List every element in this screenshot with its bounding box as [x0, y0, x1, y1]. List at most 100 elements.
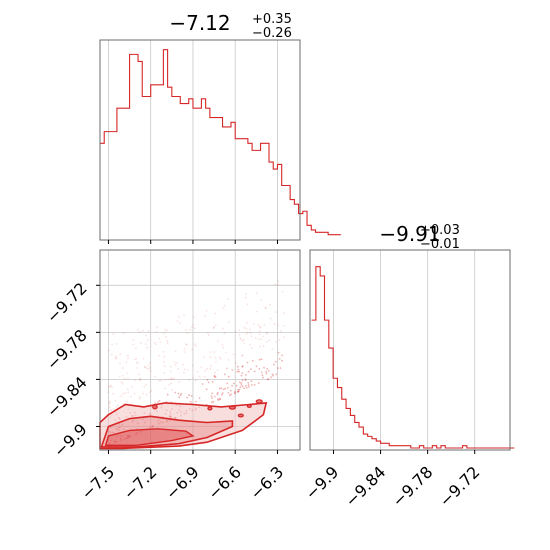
joint-scatter-point — [179, 322, 182, 325]
joint-scatter-point — [164, 387, 167, 390]
joint-scatter-point — [221, 392, 224, 394]
joint-scatter-point — [149, 361, 151, 364]
joint-scatter-point — [174, 364, 177, 366]
joint-contour-outer — [99, 401, 268, 450]
joint-contour-island — [246, 404, 252, 409]
joint-scatter-point — [227, 321, 230, 323]
joint-scatter-point — [239, 338, 242, 340]
joint-scatter-point — [277, 367, 279, 369]
joint-scatter-point — [249, 332, 252, 334]
joint-scatter-point — [211, 380, 214, 383]
joint-scatter-point — [281, 290, 284, 293]
joint-scatter-point — [244, 296, 247, 299]
joint-scatter-point — [263, 366, 265, 369]
joint-scatter-point — [274, 311, 277, 313]
joint-frame — [99, 249, 301, 451]
joint-scatter-point — [176, 362, 178, 364]
joint-scatter-point — [234, 392, 237, 394]
joint-scatter-point — [115, 343, 118, 345]
joint-scatter-point — [192, 324, 195, 326]
joint-scatter-point — [277, 351, 280, 354]
joint-scatter-point — [126, 388, 129, 391]
joint-scatter-point — [220, 358, 222, 360]
marginal-x-title-value: −7.12 — [169, 11, 230, 35]
joint-contour-island — [228, 405, 236, 410]
joint-scatter-point — [139, 342, 142, 345]
joint-scatter-point — [246, 322, 249, 324]
joint-scatter-point — [110, 353, 113, 356]
joint-scatter-point — [269, 303, 271, 306]
joint-scatter-point — [242, 338, 245, 341]
joint-scatter-point — [251, 359, 254, 362]
joint-scatter-point — [176, 320, 179, 322]
joint-scatter-point — [168, 383, 171, 386]
joint-scatter-point — [237, 368, 240, 371]
joint-scatter-point — [232, 382, 235, 385]
joint-scatter-point — [274, 283, 277, 286]
joint-scatter-point — [275, 341, 278, 343]
joint-scatter-point — [153, 341, 156, 344]
joint-scatter-point — [189, 328, 192, 331]
joint-scatter-point — [243, 342, 245, 344]
joint-y-tick-label: −9.84 — [43, 373, 91, 421]
joint-scatter-point — [278, 339, 281, 341]
joint-scatter-point — [234, 330, 237, 333]
joint-scatter-point — [227, 387, 229, 389]
joint-scatter-point — [211, 397, 213, 399]
joint-scatter-point — [283, 336, 285, 338]
joint-scatter-point — [267, 378, 269, 381]
joint-scatter-point — [198, 397, 201, 399]
joint-scatter-point — [194, 343, 197, 346]
marginal-x-title-minus: −0.26 — [252, 26, 292, 41]
joint-scatter-point — [246, 303, 249, 306]
joint-scatter-point — [188, 394, 191, 397]
marginal-y-histogram — [311, 266, 515, 449]
joint-scatter-point — [250, 380, 253, 383]
joint-scatter-point — [266, 340, 268, 343]
joint-scatter-point — [162, 350, 165, 353]
joint-scatter-point — [139, 396, 142, 399]
joint-scatter-point — [112, 333, 115, 335]
joint-scatter-point — [206, 379, 209, 381]
joint-scatter-point — [212, 400, 215, 403]
marginal-y-frame — [309, 249, 511, 451]
joint-scatter-point — [250, 335, 253, 338]
joint-scatter-point — [121, 374, 124, 377]
joint-scatter-point — [258, 358, 261, 361]
joint-scatter-point — [121, 382, 124, 385]
joint-scatter-point — [247, 382, 250, 384]
joint-scatter-point — [207, 331, 209, 334]
joint-scatter-point — [178, 396, 181, 399]
joint-scatter-point — [268, 339, 271, 342]
joint-scatter-point — [276, 324, 279, 327]
joint-scatter-point — [248, 385, 250, 388]
joint-scatter-point — [166, 329, 168, 332]
joint-scatter-point — [230, 393, 233, 396]
joint-scatter-point — [189, 400, 192, 403]
joint-scatter-point — [239, 337, 242, 339]
joint-scatter-point — [201, 383, 204, 385]
joint-scatter-point — [142, 329, 144, 332]
joint-scatter-point — [163, 361, 166, 364]
joint-scatter-point — [226, 382, 229, 385]
joint-scatter-point — [111, 343, 113, 346]
joint-scatter-point — [180, 392, 183, 395]
joint-scatter-point — [222, 346, 225, 349]
joint-scatter-point — [194, 379, 197, 382]
joint-scatter-point — [223, 304, 226, 307]
joint-scatter-point — [239, 381, 241, 384]
joint-contours — [99, 399, 268, 450]
joint-scatter-point — [164, 328, 167, 331]
joint-scatter-point — [218, 397, 221, 400]
joint-scatter-point — [148, 391, 151, 393]
joint-scatter-point — [183, 371, 185, 374]
joint-scatter-point — [119, 353, 122, 356]
joint-scatter-point — [135, 358, 138, 360]
joint-scatter-point — [275, 373, 278, 376]
joint-scatter-point — [170, 365, 172, 368]
joint-scatter-point — [214, 324, 217, 327]
joint-scatter-point — [271, 373, 274, 376]
joint-scatter-point — [210, 365, 212, 368]
joint-scatter-point — [244, 384, 247, 387]
joint-scatter-point — [267, 378, 269, 380]
